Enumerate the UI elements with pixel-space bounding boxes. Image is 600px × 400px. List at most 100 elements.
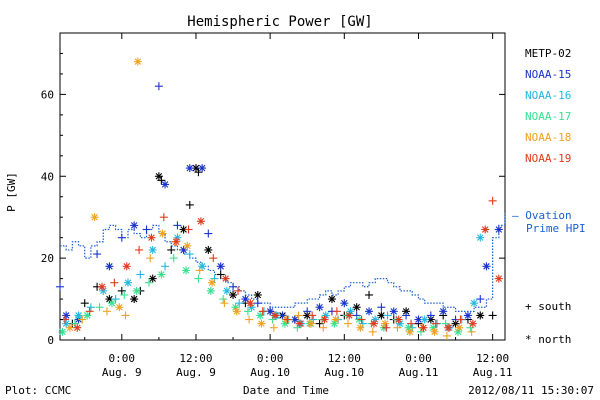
- data-point: [303, 307, 312, 316]
- data-point: [216, 262, 225, 271]
- data-point: [56, 282, 64, 291]
- data-point: [256, 311, 265, 320]
- data-point: [148, 274, 157, 283]
- data-point: [257, 319, 266, 328]
- data-point: [222, 286, 231, 295]
- data-point: [356, 323, 365, 332]
- data-point: [74, 311, 83, 320]
- data-point: [280, 319, 289, 328]
- data-point: [122, 262, 131, 271]
- x-tick-date: Aug. 9: [102, 366, 142, 379]
- data-point: [476, 295, 485, 304]
- chart-title: Hemispheric Power [GW]: [187, 14, 372, 30]
- data-point: [405, 327, 414, 336]
- ovation-line: [60, 213, 506, 312]
- y-tick-label: 20: [41, 252, 54, 265]
- data-point: [444, 323, 453, 332]
- data-point: [358, 319, 367, 328]
- data-point: [315, 303, 324, 312]
- data-point: [482, 262, 491, 271]
- data-point: [442, 331, 451, 340]
- data-point: [232, 307, 241, 316]
- data-point: [235, 299, 244, 308]
- data-point: [344, 319, 353, 328]
- data-point: [154, 172, 163, 181]
- data-point: [105, 262, 114, 271]
- data-point: [476, 311, 485, 320]
- data-point: [216, 270, 225, 279]
- data-point: [430, 327, 439, 336]
- data-point: [93, 250, 102, 259]
- marker-legend-entry: * north: [525, 333, 571, 346]
- ovation-label-2: Prime HPI: [526, 222, 586, 235]
- y-tick-label: 60: [41, 88, 54, 101]
- data-point: [198, 164, 207, 173]
- data-point: [184, 225, 193, 234]
- x-tick-label: 0:00: [405, 352, 432, 365]
- data-point: [467, 327, 476, 336]
- data-point: [426, 311, 435, 320]
- data-point: [365, 307, 374, 316]
- data-point: [136, 270, 145, 279]
- data-point: [105, 295, 114, 304]
- data-point: [159, 213, 168, 222]
- data-point: [293, 323, 302, 332]
- data-point: [204, 245, 213, 254]
- data-point: [419, 323, 428, 332]
- data-point: [456, 315, 465, 324]
- data-point: [135, 245, 144, 254]
- data-point: [488, 311, 497, 320]
- data-point: [340, 299, 349, 308]
- plot-credit: Plot: CCMC: [5, 384, 71, 397]
- y-tick-label: 0: [47, 334, 54, 347]
- data-point: [78, 315, 87, 324]
- data-point: [253, 299, 262, 308]
- y-axis-label: P [GW]: [5, 172, 18, 212]
- data-point: [221, 274, 230, 283]
- data-point: [431, 319, 440, 328]
- data-point: [382, 323, 391, 332]
- data-point: [253, 290, 262, 299]
- data-point: [271, 311, 280, 320]
- legend-entry: NOAA-15: [525, 68, 571, 81]
- data-point: [309, 315, 318, 324]
- plot-timestamp: 2012/08/11 15:30:07: [468, 384, 594, 397]
- data-point: [234, 286, 242, 295]
- data-point: [172, 237, 181, 246]
- data-point: [130, 221, 139, 230]
- data-point: [169, 254, 178, 263]
- data-point: [58, 327, 67, 336]
- data-point: [86, 303, 95, 312]
- data-point: [204, 229, 213, 238]
- data-point: [345, 311, 354, 320]
- data-point: [123, 278, 132, 287]
- data-point: [98, 282, 107, 291]
- data-point: [295, 319, 304, 328]
- data-point: [117, 233, 126, 242]
- ovation-series: [60, 213, 506, 312]
- data-point: [158, 229, 167, 238]
- data-point: [145, 278, 153, 287]
- data-point: [439, 307, 448, 316]
- data-point: [494, 225, 503, 234]
- data-point: [315, 319, 324, 328]
- data-point: [494, 274, 503, 283]
- data-point: [102, 307, 111, 316]
- data-point: [294, 311, 303, 320]
- data-point: [198, 262, 207, 271]
- legend-entry: NOAA-16: [525, 89, 571, 102]
- data-point: [62, 311, 71, 320]
- legend-entry: NOAA-19: [525, 152, 571, 165]
- plot-axes: [59, 32, 506, 341]
- data-point: [146, 254, 155, 263]
- data-point: [70, 319, 79, 328]
- data-point: [352, 303, 361, 312]
- data-point: [441, 319, 450, 328]
- x-tick-date: Aug.10: [324, 366, 364, 379]
- data-point: [194, 168, 203, 177]
- x-tick-label: 0:00: [109, 352, 136, 365]
- legend-entry: METP-02: [525, 47, 571, 60]
- data-point: [185, 200, 194, 209]
- data-point: [283, 315, 292, 324]
